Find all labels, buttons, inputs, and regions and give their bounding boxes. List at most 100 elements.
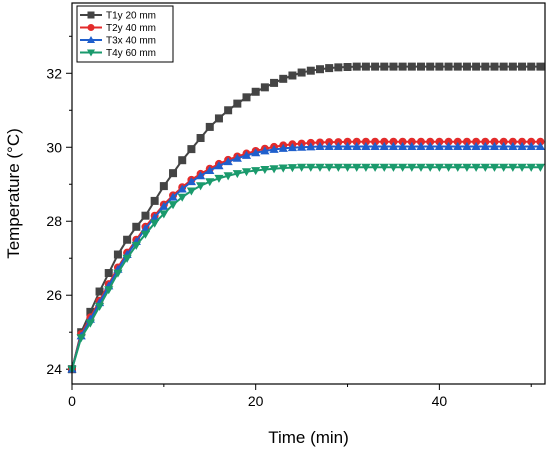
data-point xyxy=(352,137,361,146)
data-point xyxy=(241,168,252,177)
data-point xyxy=(315,163,325,172)
y-tick-label: 32 xyxy=(46,65,62,81)
x-axis-label: Time (min) xyxy=(268,428,349,447)
data-point xyxy=(140,230,151,239)
data-point xyxy=(499,62,508,71)
data-point xyxy=(508,163,518,172)
data-point xyxy=(527,62,536,71)
data-point xyxy=(462,62,471,71)
data-point xyxy=(407,163,417,172)
data-point xyxy=(223,172,233,181)
legend-label: T2y 40 mm xyxy=(106,23,156,34)
data-point xyxy=(251,148,261,157)
data-point xyxy=(214,161,224,170)
data-point xyxy=(527,137,536,146)
data-point xyxy=(177,184,187,193)
data-point xyxy=(242,93,251,102)
data-point xyxy=(113,269,123,278)
data-point xyxy=(453,141,463,150)
data-point xyxy=(104,269,113,278)
data-point xyxy=(462,141,472,150)
data-point xyxy=(444,62,453,71)
data-point xyxy=(306,163,316,172)
data-point xyxy=(315,141,325,150)
series-4 xyxy=(67,163,546,374)
data-point xyxy=(278,164,288,173)
data-point xyxy=(251,167,261,176)
data-point xyxy=(425,163,435,172)
data-point xyxy=(398,137,407,146)
series-line xyxy=(71,166,541,370)
data-point xyxy=(389,137,398,146)
data-point xyxy=(371,137,380,146)
y-tick-label: 26 xyxy=(46,287,62,303)
series-3 xyxy=(67,141,546,373)
data-point xyxy=(297,142,307,151)
data-point xyxy=(214,174,224,183)
data-point xyxy=(489,141,500,150)
data-point xyxy=(131,241,141,250)
data-point xyxy=(159,182,168,191)
data-point xyxy=(499,163,509,172)
data-point xyxy=(352,62,361,71)
series-layer xyxy=(67,62,546,374)
data-point xyxy=(352,163,362,172)
data-point xyxy=(379,141,389,150)
series-line xyxy=(71,65,541,370)
y-tick-label: 30 xyxy=(46,139,62,155)
legend-item-2: T2y 40 mm xyxy=(80,23,156,34)
x-tick-label: 20 xyxy=(248,393,264,409)
y-tick-label: 28 xyxy=(46,213,62,229)
data-point xyxy=(315,65,324,74)
legend-label: T4y 60 mm xyxy=(106,48,156,59)
data-point xyxy=(536,137,545,146)
tick-labels: 0 20 40 24 26 28 30 32 xyxy=(46,65,447,409)
data-point xyxy=(443,163,454,172)
data-point xyxy=(407,62,416,71)
data-point xyxy=(489,163,500,172)
data-point xyxy=(379,163,389,172)
data-point xyxy=(95,287,104,296)
data-point xyxy=(195,171,206,180)
data-point xyxy=(94,302,105,311)
data-point xyxy=(481,137,490,146)
data-point xyxy=(471,141,481,150)
data-point xyxy=(407,141,417,150)
data-point xyxy=(389,62,398,71)
y-tick-label: 24 xyxy=(46,361,62,377)
data-point xyxy=(224,106,233,115)
data-point xyxy=(232,170,242,179)
data-point xyxy=(361,62,370,71)
data-point xyxy=(472,62,481,71)
data-point xyxy=(269,165,279,174)
data-point xyxy=(86,307,95,316)
legend-marker xyxy=(86,49,96,57)
data-point xyxy=(159,201,169,210)
legend-label: T1y 20 mm xyxy=(106,11,156,22)
data-point xyxy=(472,137,481,146)
data-point xyxy=(150,219,160,228)
data-point xyxy=(205,178,215,187)
data-point xyxy=(518,137,527,146)
data-point xyxy=(480,163,490,172)
data-point xyxy=(178,156,187,165)
data-point xyxy=(462,137,471,146)
data-point xyxy=(526,163,536,172)
data-point xyxy=(260,166,270,175)
data-point xyxy=(76,334,86,343)
data-point xyxy=(279,74,288,83)
data-point xyxy=(453,62,462,71)
x-tick-label: 0 xyxy=(68,393,76,409)
data-point xyxy=(195,182,206,191)
data-point xyxy=(141,211,150,220)
data-point xyxy=(104,286,114,295)
data-point xyxy=(370,141,380,150)
data-point xyxy=(342,141,353,150)
data-point xyxy=(324,141,334,150)
data-point xyxy=(508,62,517,71)
data-point xyxy=(260,146,270,155)
data-point xyxy=(278,143,288,152)
data-point xyxy=(444,137,453,146)
data-point xyxy=(324,163,334,172)
data-point xyxy=(526,141,536,150)
